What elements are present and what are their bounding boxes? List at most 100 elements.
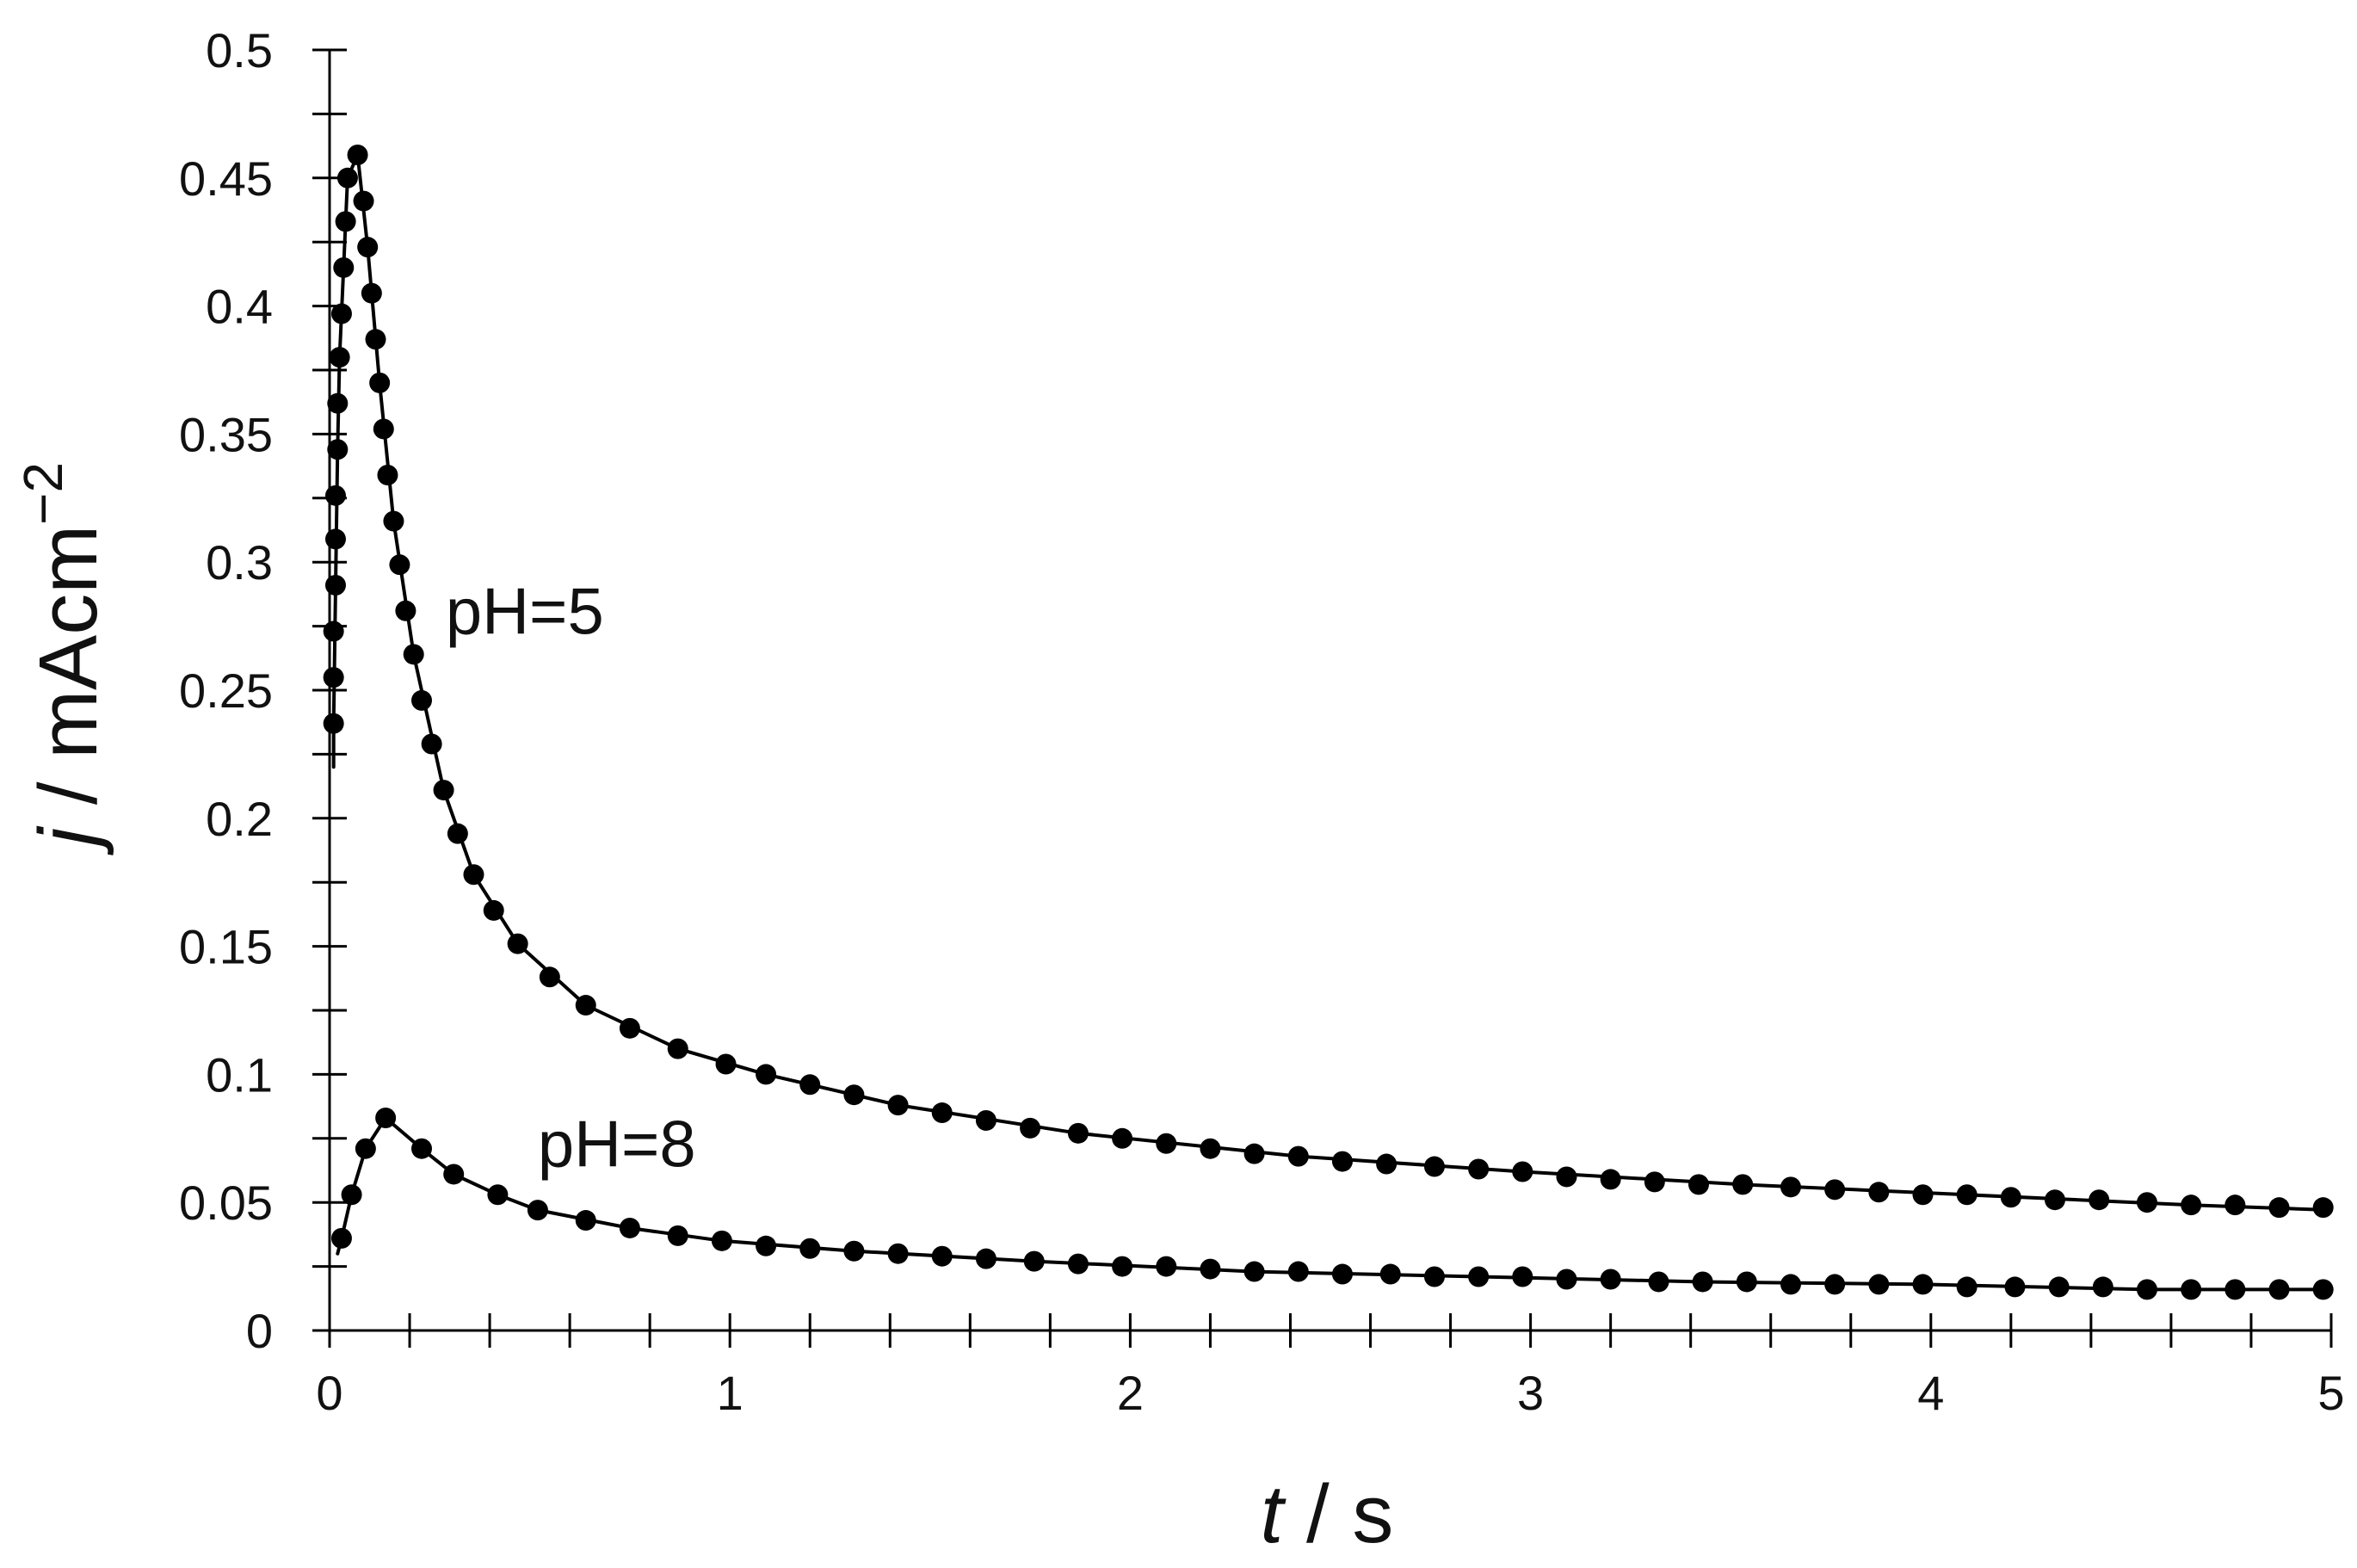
- ph5-data-point: [975, 1109, 996, 1131]
- ph5-data-point: [447, 823, 468, 844]
- ph5-data-point: [2312, 1197, 2334, 1219]
- ph5-data-point: [1600, 1169, 1621, 1190]
- ph5-data-point: [1243, 1143, 1265, 1164]
- ph5-data-point: [1020, 1117, 1041, 1139]
- ph5-data-point: [756, 1064, 777, 1085]
- series-labels: pH=5 pH=8: [446, 576, 696, 1182]
- ph8-data-point: [1956, 1276, 1978, 1298]
- ph8-data-point: [887, 1243, 909, 1264]
- ph8-data-point: [756, 1235, 777, 1256]
- ph8-data-point: [1287, 1261, 1309, 1282]
- ph5-data-point: [395, 600, 416, 621]
- ph5-data-point: [323, 620, 344, 642]
- ph8-data-point: [2004, 1276, 2026, 1298]
- ph8-data-point: [527, 1200, 548, 1221]
- ph8-data-point: [843, 1240, 865, 1262]
- y-axis-unit: / mAcm: [22, 525, 114, 828]
- x-tick-labels: 0 1 2 3 4 5: [316, 1366, 2344, 1420]
- ph5-data-point: [324, 485, 346, 506]
- ph5-data-point: [2045, 1189, 2066, 1211]
- ph8-data-point: [1331, 1263, 1353, 1285]
- ph8-data-point: [1912, 1274, 1934, 1295]
- ph5-data-point: [1732, 1174, 1754, 1195]
- ph5-data-point: [1156, 1133, 1177, 1154]
- ph5-data-point: [389, 554, 410, 576]
- ph5-data-point: [1824, 1179, 1846, 1201]
- ph8-data-point: [1600, 1269, 1621, 1290]
- ph8-data-point: [1648, 1271, 1669, 1293]
- ph5-data-point: [2137, 1192, 2158, 1213]
- x-axis-unit: / s: [1283, 1468, 1393, 1560]
- y-tick-label: 0: [246, 1304, 273, 1358]
- ph8-data-point: [1736, 1271, 1757, 1293]
- x-tick-label: 0: [316, 1366, 342, 1420]
- y-tick-label: 0.2: [206, 792, 273, 846]
- ph5-data-point: [715, 1053, 737, 1075]
- x-axis-title: t / s: [1261, 1468, 1394, 1560]
- ph5-data-point: [887, 1095, 909, 1116]
- x-tick-label: 5: [2317, 1366, 2344, 1420]
- ph5-data-point: [1780, 1176, 1801, 1198]
- ph8-data-point: [487, 1184, 509, 1206]
- ph8-data-point: [1023, 1250, 1045, 1272]
- y-axis-title: j / mAcm−2: [12, 462, 114, 855]
- ph8-data-point: [1067, 1253, 1089, 1275]
- x-tick-label: 1: [717, 1366, 744, 1420]
- ph5-data-point: [347, 145, 368, 166]
- ph5-data-point: [1556, 1166, 1577, 1188]
- ph5-data-point: [1512, 1161, 1533, 1182]
- ph5-data-point: [1287, 1145, 1309, 1167]
- ph8-data-point: [443, 1164, 465, 1185]
- ph5-data-point: [324, 574, 346, 596]
- ph8-data-point: [975, 1248, 996, 1269]
- ph8-data-point: [2137, 1279, 2158, 1300]
- series-label-ph5: pH=5: [446, 576, 604, 649]
- ph5-data-point: [357, 237, 379, 258]
- ph5-data-point: [410, 689, 432, 711]
- ph8-data-point: [2268, 1279, 2290, 1300]
- ph8-data-point: [1780, 1274, 1801, 1295]
- ph5-data-point: [323, 667, 344, 688]
- ph8-data-point: [1824, 1274, 1846, 1295]
- ph8-data-point: [2048, 1276, 2070, 1298]
- ph5-data-point: [1468, 1158, 1490, 1180]
- ph5-data-point: [1200, 1138, 1221, 1159]
- ph5-data-point: [327, 439, 349, 460]
- ph8-data-point: [2224, 1279, 2246, 1300]
- ph5-data-point: [373, 418, 394, 440]
- y-tick-label: 0.5: [206, 23, 273, 77]
- ph8-data-point: [575, 1210, 596, 1232]
- y-ticks: [312, 48, 347, 1332]
- ph5-data-point: [323, 713, 344, 734]
- ph5-data-point: [2181, 1195, 2202, 1216]
- ph8-data-point: [799, 1238, 821, 1259]
- ph5-data-point: [361, 282, 382, 304]
- ph8-data-point: [1468, 1266, 1490, 1287]
- ph5-data-point: [575, 995, 596, 1016]
- x-ticks: [328, 1313, 2333, 1348]
- ph5-data-point: [1067, 1122, 1089, 1144]
- ph5-data-point: [1956, 1184, 1978, 1206]
- ph8-data-point: [355, 1138, 376, 1159]
- ph5-data-point: [1331, 1151, 1353, 1172]
- ph8-data-point: [1556, 1269, 1577, 1290]
- ph5-data-point: [403, 644, 424, 665]
- y-axis-variable: j: [22, 825, 114, 855]
- ph5-data-point: [799, 1074, 821, 1096]
- ph5-data-point: [369, 372, 391, 393]
- ph5-data-point: [330, 303, 352, 324]
- x-tick-label: 2: [1117, 1366, 1144, 1420]
- ph5-data-point: [433, 780, 454, 801]
- y-tick-label: 0.25: [179, 664, 273, 718]
- y-tick-label: 0.15: [179, 920, 273, 974]
- ph8-data-point: [1243, 1261, 1265, 1282]
- ph5-data-point: [2268, 1197, 2290, 1219]
- ph5-data-point: [336, 167, 358, 188]
- ph5-data-point: [335, 211, 356, 232]
- ph5-data-point: [539, 966, 560, 988]
- ph8-data-point: [2092, 1276, 2113, 1298]
- ph8-data-point: [1692, 1271, 1713, 1293]
- y-tick-label: 0.3: [206, 535, 273, 590]
- x-axis-variable: t: [1261, 1468, 1286, 1560]
